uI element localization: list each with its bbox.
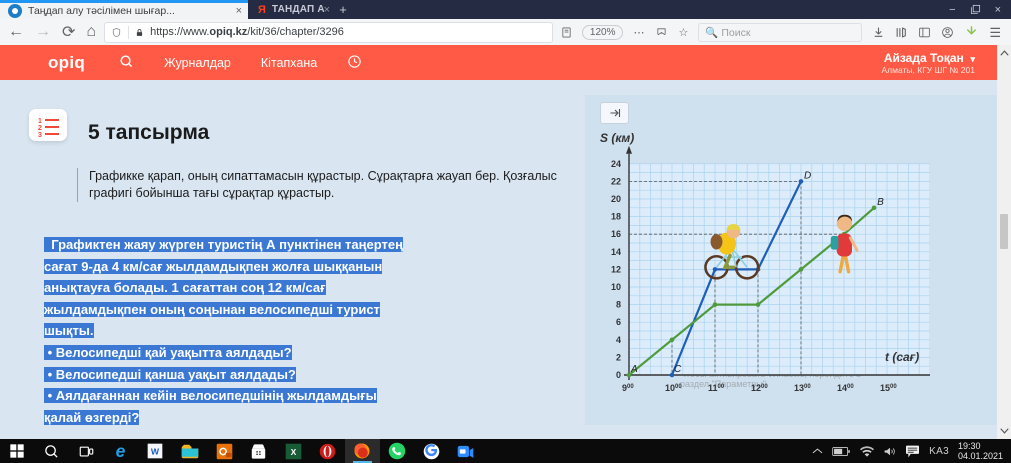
svg-text:1400: 1400	[837, 383, 854, 393]
svg-text:20: 20	[611, 194, 621, 204]
svg-text:1200: 1200	[751, 383, 768, 393]
svg-text:X: X	[290, 447, 296, 457]
svg-text:0: 0	[616, 370, 621, 380]
svg-text:8: 8	[616, 300, 621, 310]
svg-text:24: 24	[611, 159, 621, 169]
svg-text:C: C	[674, 364, 682, 375]
svg-text:900: 900	[622, 383, 634, 393]
svg-text:3: 3	[38, 132, 42, 139]
svg-text:2: 2	[38, 125, 42, 132]
svg-text:D: D	[804, 170, 811, 181]
svg-text:22: 22	[611, 176, 621, 186]
svg-text:10: 10	[611, 282, 621, 292]
svg-text:1000: 1000	[665, 383, 682, 393]
svg-text:1300: 1300	[794, 383, 811, 393]
svg-text:1500: 1500	[880, 383, 897, 393]
svg-text:12: 12	[611, 264, 621, 274]
svg-text:2: 2	[616, 352, 621, 362]
svg-text:18: 18	[611, 212, 621, 222]
svg-text:A: A	[630, 364, 638, 375]
svg-text:1: 1	[38, 118, 42, 125]
svg-text:1100: 1100	[708, 383, 725, 393]
svg-text:W: W	[151, 446, 160, 456]
svg-text:B: B	[877, 197, 884, 208]
svg-text:6: 6	[616, 317, 621, 327]
svg-text:e: e	[116, 442, 126, 461]
svg-text:16: 16	[611, 229, 621, 239]
svg-text:4: 4	[616, 335, 621, 345]
svg-text:14: 14	[611, 247, 621, 257]
